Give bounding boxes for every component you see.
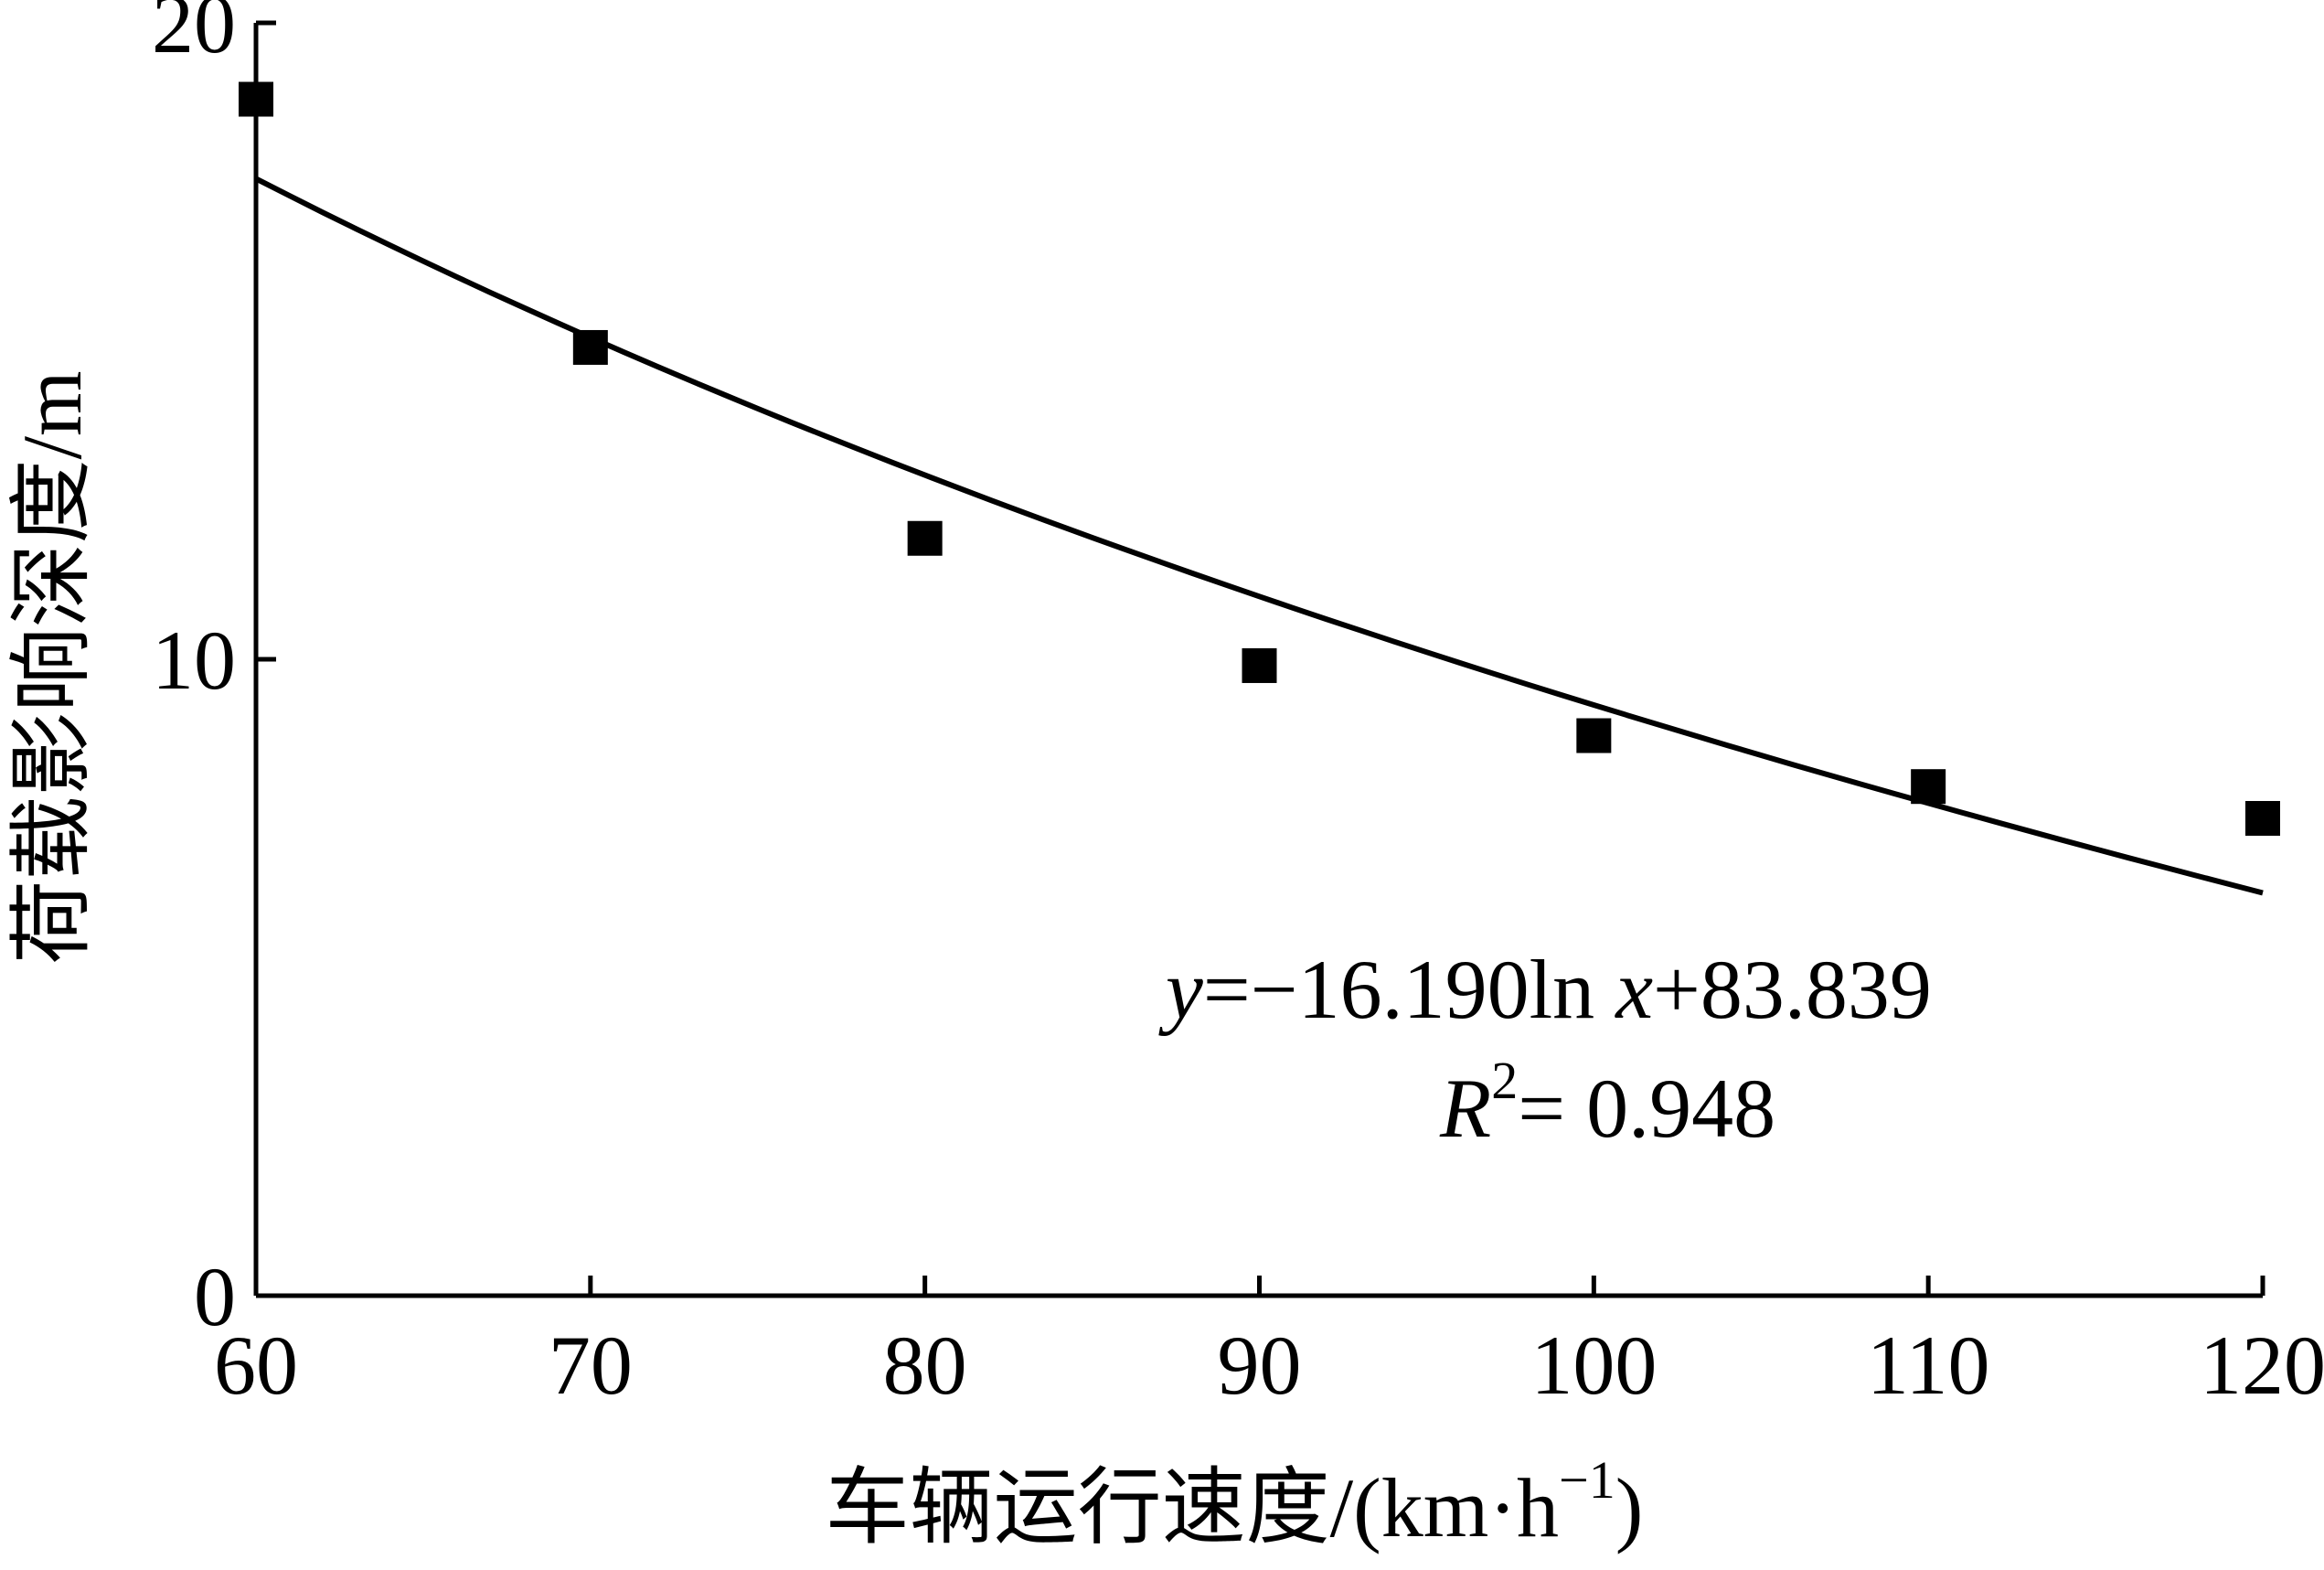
x-tick-label: 110 — [1867, 1319, 1990, 1412]
data-point — [1242, 647, 1277, 683]
x-ticks: 60 70 80 90 100 110 120 — [214, 1276, 2324, 1412]
y-ticks: 0 10 20 — [152, 0, 276, 1343]
x-tick-label: 80 — [883, 1319, 967, 1412]
x-tick-label: 120 — [2200, 1319, 2324, 1412]
x-tick-label: 60 — [214, 1319, 298, 1412]
x-tick-label: 70 — [549, 1319, 633, 1412]
data-point — [2245, 801, 2280, 836]
fit-curve — [254, 176, 2264, 896]
regression-equation: y=−16.190ln x+83.839 — [1158, 943, 1932, 1036]
x-tick-label: 90 — [1218, 1319, 1302, 1412]
y-axis-title: 荷载影响深度/m — [5, 370, 99, 964]
r-squared: R2= 0.948 — [1439, 1051, 1775, 1155]
data-points — [239, 81, 2280, 836]
data-point — [1911, 769, 1946, 805]
data-point — [1576, 718, 1612, 753]
y-tick-label: 10 — [152, 614, 236, 707]
y-tick-label: 20 — [152, 0, 236, 70]
x-axis-title: 车辆运行速度/(km·h−1) — [826, 1450, 1644, 1554]
data-point — [239, 81, 273, 117]
data-point — [572, 329, 608, 365]
data-point — [907, 520, 943, 556]
y-tick-label: 0 — [194, 1250, 236, 1343]
x-tick-label: 100 — [1530, 1319, 1657, 1412]
